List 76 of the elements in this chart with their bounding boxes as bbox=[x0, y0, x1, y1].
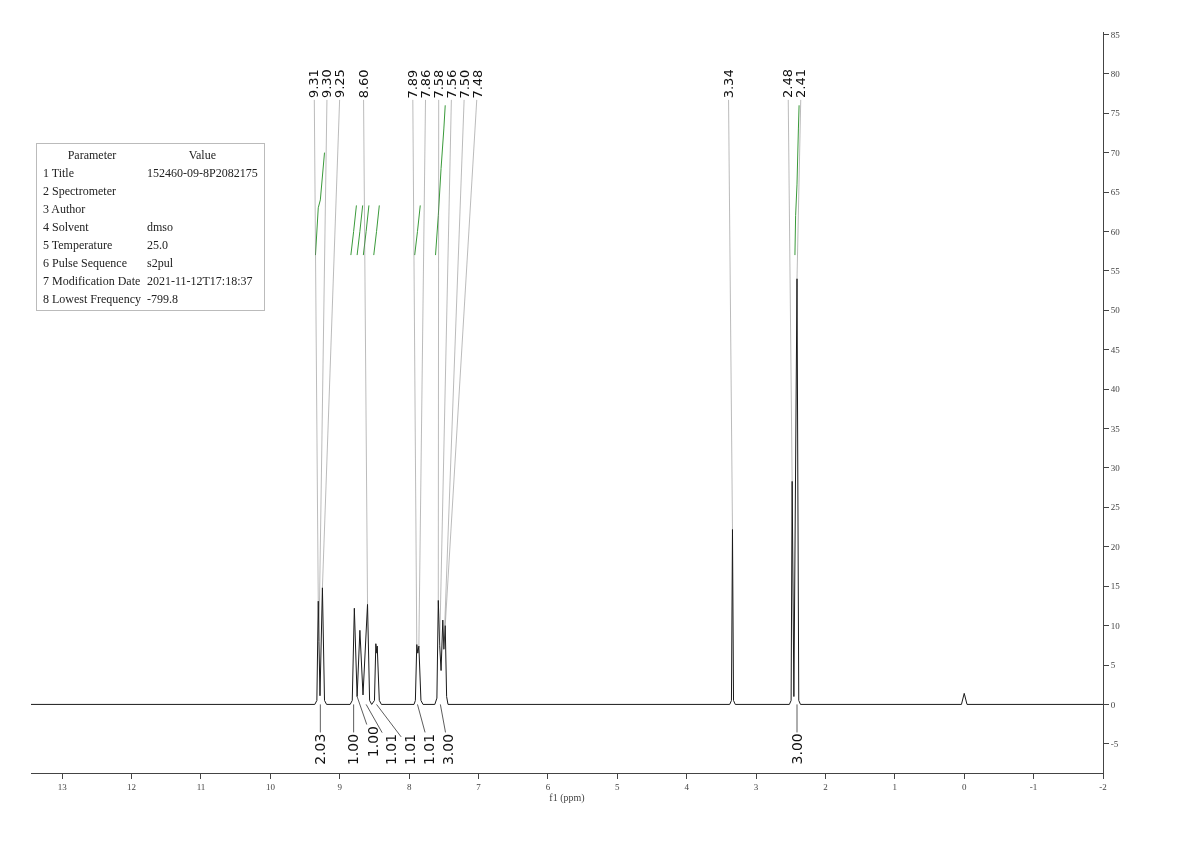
x-tick-label: -1 bbox=[1029, 781, 1038, 792]
annotation: 9.31 bbox=[306, 69, 322, 99]
x-tick-label: 2 bbox=[823, 781, 828, 792]
category-label: 1 Title bbox=[43, 165, 75, 180]
annotation: 1.01 bbox=[402, 733, 419, 766]
annotation: 2.41 bbox=[793, 69, 809, 98]
y-tick-label: 80 bbox=[1110, 68, 1121, 79]
category-label: 2 Spectrometer bbox=[43, 183, 116, 198]
category-label: 3 Author bbox=[43, 201, 86, 216]
text: s2pul bbox=[146, 255, 173, 270]
y-tick-label: -5 bbox=[1110, 738, 1119, 749]
annotation: 7.58 bbox=[430, 69, 446, 99]
x-tick-label: 1 bbox=[892, 781, 898, 792]
annotation: 1.00 bbox=[345, 733, 362, 766]
x-tick-label: 0 bbox=[961, 781, 967, 792]
line-series bbox=[794, 104, 800, 256]
annotation: 8.60 bbox=[355, 69, 371, 99]
annotation: 1.00 bbox=[365, 726, 382, 758]
y-tick-label: 35 bbox=[1110, 423, 1121, 434]
x-tick-label: 3 bbox=[753, 781, 759, 792]
annotation: 7.89 bbox=[404, 69, 420, 99]
text: 2021-11-12T17:18:37 bbox=[146, 273, 253, 288]
annotation: 1.01 bbox=[421, 733, 438, 766]
x-tick-label: 4 bbox=[684, 781, 690, 792]
annotation: 3.34 bbox=[720, 69, 736, 99]
text: -799.8 bbox=[146, 291, 178, 306]
y-tick-label: 5 bbox=[1110, 660, 1116, 671]
annotation: 7.86 bbox=[417, 69, 433, 99]
category-label: 6 Pulse Sequence bbox=[43, 255, 127, 270]
x-tick-label: 7 bbox=[476, 781, 482, 792]
text: 25.0 bbox=[146, 237, 168, 252]
y-tick-label: 10 bbox=[1110, 620, 1121, 631]
y-tick-label: 60 bbox=[1110, 226, 1121, 237]
x-tick-label: 12 bbox=[127, 781, 137, 792]
y-tick-label: 15 bbox=[1110, 581, 1121, 592]
y-tick-label: 70 bbox=[1110, 147, 1121, 158]
y-tick-label: 20 bbox=[1110, 541, 1121, 552]
x-tick-label: 6 bbox=[545, 781, 551, 792]
category-label: Value bbox=[187, 146, 217, 164]
category-label: Parameter bbox=[66, 146, 118, 164]
x-tick-label: 11 bbox=[196, 781, 206, 792]
x-tick-label: 10 bbox=[265, 781, 276, 792]
category-label: 8 Lowest Frequency bbox=[43, 291, 141, 306]
text: 152460-09-8P2082175 bbox=[146, 165, 258, 180]
x-axis-title: f1 (ppm) bbox=[549, 791, 585, 804]
annotation: 2.48 bbox=[780, 69, 796, 98]
x-tick-label: 5 bbox=[615, 781, 621, 792]
annotation: 7.50 bbox=[456, 69, 472, 99]
y-tick-label: 55 bbox=[1110, 266, 1121, 276]
y-tick-label: 45 bbox=[1110, 344, 1121, 355]
x-tick-label: 8 bbox=[406, 781, 412, 792]
annotation: 1.01 bbox=[383, 733, 400, 766]
annotation: 3.00 bbox=[788, 733, 805, 765]
line-series bbox=[435, 104, 446, 256]
y-tick-label: 0 bbox=[1110, 699, 1116, 710]
category-label: 4 Solvent bbox=[43, 219, 89, 234]
annotation: 7.56 bbox=[443, 69, 459, 99]
annotation: 7.48 bbox=[469, 69, 485, 99]
category-label: 7 Modification Date bbox=[43, 273, 141, 288]
line-series bbox=[31, 278, 1103, 705]
x-tick-label: 13 bbox=[57, 781, 68, 792]
y-tick-label: 25 bbox=[1110, 502, 1121, 513]
y-tick-label: 65 bbox=[1110, 187, 1121, 198]
x-tick-label: 9 bbox=[337, 781, 343, 792]
annotation: 2.03 bbox=[311, 733, 328, 765]
y-tick-label: 50 bbox=[1110, 305, 1121, 316]
y-tick-label: 85 bbox=[1110, 29, 1121, 40]
y-tick-label: 75 bbox=[1110, 108, 1121, 119]
text: dmso bbox=[146, 219, 173, 234]
y-tick-label: 30 bbox=[1110, 463, 1121, 474]
x-tick-label: -2 bbox=[1099, 781, 1107, 792]
category-label: 5 Temperature bbox=[43, 237, 113, 252]
annotation: 3.00 bbox=[440, 733, 457, 766]
annotation: 9.25 bbox=[332, 69, 348, 99]
annotation: 9.30 bbox=[319, 69, 335, 99]
y-tick-label: 40 bbox=[1110, 384, 1121, 395]
